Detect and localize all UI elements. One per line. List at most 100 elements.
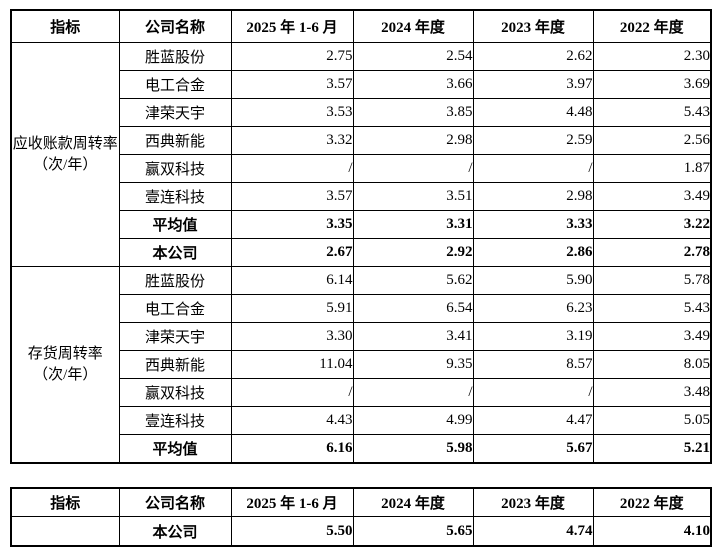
- value-cell: 9.35: [352, 350, 474, 379]
- our-company-summary-table: 指标 公司名称 2025 年 1-6 月 2024 年度 2023 年度 202…: [10, 487, 712, 547]
- value-cell: 3.19: [472, 322, 594, 351]
- value-cell: 3.57: [230, 182, 354, 211]
- company-cell: 电工合金: [118, 70, 232, 99]
- company-cell: 平均值: [118, 434, 232, 464]
- value-cell: 2.92: [352, 238, 474, 267]
- value-cell: 5.21: [592, 434, 712, 464]
- value-cell: /: [352, 378, 474, 407]
- value-cell: 4.74: [472, 516, 594, 547]
- value-cell: 5.62: [352, 266, 474, 295]
- header-company: 公司名称: [118, 487, 232, 517]
- turnover-comparison-table: 指标 公司名称 2025 年 1-6 月 2024 年度 2023 年度 202…: [10, 9, 712, 464]
- value-cell: 4.47: [472, 406, 594, 435]
- company-cell: 赢双科技: [118, 378, 232, 407]
- company-cell: 本公司: [118, 516, 232, 547]
- value-cell: 2.98: [352, 126, 474, 155]
- value-cell: 5.50: [230, 516, 354, 547]
- company-cell: 赢双科技: [118, 154, 232, 183]
- value-cell: /: [472, 154, 594, 183]
- value-cell: 8.57: [472, 350, 594, 379]
- value-cell: 6.54: [352, 294, 474, 323]
- value-cell: 5.65: [352, 516, 474, 547]
- company-cell: 壹连科技: [118, 406, 232, 435]
- company-cell: 壹连科技: [118, 182, 232, 211]
- value-cell: 3.32: [230, 126, 354, 155]
- value-cell: 2.86: [472, 238, 594, 267]
- table-row: 存货周转率（次/年） 胜蓝股份 6.14 5.62 5.90 5.78: [10, 266, 712, 464]
- indicator-empty-cell: [10, 516, 120, 547]
- table1-header-row: 指标 公司名称 2025 年 1-6 月 2024 年度 2023 年度 202…: [10, 9, 712, 43]
- company-cell: 津荣天宇: [118, 98, 232, 127]
- value-cell: 4.43: [230, 406, 354, 435]
- value-cell: 3.41: [352, 322, 474, 351]
- table2-header-row: 指标 公司名称 2025 年 1-6 月 2024 年度 2023 年度 202…: [10, 487, 712, 517]
- value-cell: 5.91: [230, 294, 354, 323]
- value-cell: 3.49: [592, 182, 712, 211]
- value-cell: 3.57: [230, 70, 354, 99]
- value-cell: 5.05: [592, 406, 712, 435]
- company-cell: 西典新能: [118, 126, 232, 155]
- value-cell: 2.59: [472, 126, 594, 155]
- value-cell: 11.04: [230, 350, 354, 379]
- company-cell: 西典新能: [118, 350, 232, 379]
- value-cell: 2.56: [592, 126, 712, 155]
- value-cell: 2.30: [592, 42, 712, 71]
- value-cell: 3.53: [230, 98, 354, 127]
- header-2025h1: 2025 年 1-6 月: [230, 9, 354, 43]
- value-cell: 4.48: [472, 98, 594, 127]
- value-cell: 3.49: [592, 322, 712, 351]
- table-row: 壹连科技 3.57 3.51 2.98 3.49: [11, 182, 712, 211]
- value-cell: 5.78: [592, 266, 712, 295]
- value-cell: 1.87: [592, 154, 712, 183]
- header-2022: 2022 年度: [592, 9, 712, 43]
- table-row: 壹连科技 4.43 4.99 4.47 5.05: [11, 406, 712, 435]
- header-2023: 2023 年度: [472, 487, 594, 517]
- company-cell: 电工合金: [118, 294, 232, 323]
- our-company-row: 本公司 5.50 5.65 4.74 4.10: [10, 516, 712, 547]
- table-row: 西典新能 3.32 2.98 2.59 2.56: [11, 126, 712, 155]
- value-cell: 3.31: [352, 210, 474, 239]
- value-cell: 2.62: [472, 42, 594, 71]
- value-cell: 3.51: [352, 182, 474, 211]
- header-company: 公司名称: [118, 9, 232, 43]
- header-2024: 2024 年度: [352, 9, 474, 43]
- indicator-receivables-turnover: 应收账款周转率（次/年）: [10, 42, 120, 267]
- average-row: 平均值 3.35 3.31 3.33 3.22: [11, 210, 712, 239]
- value-cell: 6.16: [230, 434, 354, 464]
- value-cell: 3.22: [592, 210, 712, 239]
- value-cell: 5.43: [592, 294, 712, 323]
- value-cell: 2.75: [230, 42, 354, 71]
- header-indicator: 指标: [10, 487, 120, 517]
- average-row: 平均值 6.16 5.98 5.67 5.21: [11, 434, 712, 464]
- company-cell: 平均值: [118, 210, 232, 239]
- value-cell: 3.33: [472, 210, 594, 239]
- header-indicator: 指标: [10, 9, 120, 43]
- table-row: 电工合金 5.91 6.54 6.23 5.43: [11, 294, 712, 323]
- value-cell: /: [352, 154, 474, 183]
- indicator-inventory-turnover: 存货周转率（次/年）: [10, 266, 120, 464]
- header-2025h1: 2025 年 1-6 月: [230, 487, 354, 517]
- value-cell: /: [472, 378, 594, 407]
- value-cell: /: [230, 154, 354, 183]
- value-cell: /: [230, 378, 354, 407]
- company-cell: 胜蓝股份: [118, 266, 232, 295]
- value-cell: 3.66: [352, 70, 474, 99]
- value-cell: 2.78: [592, 238, 712, 267]
- value-cell: 8.05: [592, 350, 712, 379]
- company-cell: 津荣天宇: [118, 322, 232, 351]
- value-cell: 2.98: [472, 182, 594, 211]
- our-company-row: 本公司 2.67 2.92 2.86 2.78: [11, 238, 712, 267]
- table-row: 应收账款周转率（次/年） 胜蓝股份 2.75 2.54 2.62 2.30: [10, 42, 712, 267]
- value-cell: 5.90: [472, 266, 594, 295]
- value-cell: 3.85: [352, 98, 474, 127]
- value-cell: 2.54: [352, 42, 474, 71]
- header-2024: 2024 年度: [352, 487, 474, 517]
- value-cell: 4.10: [592, 516, 712, 547]
- header-2023: 2023 年度: [472, 9, 594, 43]
- value-cell: 6.23: [472, 294, 594, 323]
- table-row: 赢双科技 / / / 3.48: [11, 378, 712, 407]
- value-cell: 3.30: [230, 322, 354, 351]
- value-cell: 5.43: [592, 98, 712, 127]
- value-cell: 6.14: [230, 266, 354, 295]
- table-row: 津荣天宇 3.53 3.85 4.48 5.43: [11, 98, 712, 127]
